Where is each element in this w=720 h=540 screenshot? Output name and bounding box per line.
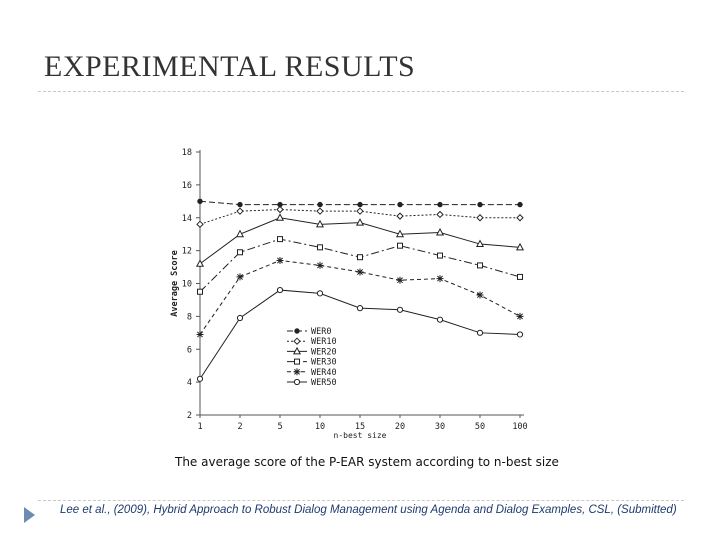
data-point-wer20 xyxy=(195,259,205,267)
x-tick-label: 15 xyxy=(355,422,365,432)
slide-title: EXPERIMENTAL RESULTS xyxy=(44,50,416,83)
y-tick-label: 2 xyxy=(187,411,192,421)
legend-marker-wer0 xyxy=(294,328,300,334)
data-point-wer30 xyxy=(197,288,203,295)
y-tick-label: 4 xyxy=(187,378,192,388)
legend-marker-wer30 xyxy=(294,358,300,365)
data-point-wer0 xyxy=(517,201,523,208)
data-point-wer10 xyxy=(316,207,324,215)
data-point-wer40 xyxy=(436,275,444,283)
y-tick-label: 8 xyxy=(187,312,192,322)
data-point-wer50 xyxy=(196,375,204,382)
data-point-wer30 xyxy=(317,244,323,251)
data-point-wer50 xyxy=(276,286,284,294)
x-axis-label: n-best size xyxy=(334,431,387,440)
data-point-wer20 xyxy=(275,213,285,221)
legend-label-wer0: WER0 xyxy=(311,327,331,337)
title-divider xyxy=(38,91,684,92)
data-point-wer30 xyxy=(237,249,243,256)
data-point-wer40 xyxy=(236,273,244,281)
y-tick-label: 12 xyxy=(182,247,192,257)
data-point-wer50 xyxy=(396,306,404,313)
data-point-wer10 xyxy=(356,207,364,215)
data-point-wer30 xyxy=(357,254,363,261)
data-point-wer40 xyxy=(316,261,324,269)
x-tick-label: 1 xyxy=(197,422,202,432)
data-point-wer10 xyxy=(476,214,484,222)
data-point-wer0 xyxy=(437,201,443,208)
data-point-wer30 xyxy=(477,262,483,269)
data-point-wer40 xyxy=(476,291,484,299)
legend-label-wer10: WER10 xyxy=(311,337,337,347)
data-point-wer10 xyxy=(436,210,444,219)
series-line-wer40 xyxy=(199,259,521,335)
x-tick-label: 20 xyxy=(395,422,405,432)
y-tick-label: 18 xyxy=(182,148,192,158)
x-tick-label: 10 xyxy=(315,422,325,432)
data-point-wer40 xyxy=(356,268,364,276)
data-point-wer40 xyxy=(396,276,404,284)
data-point-wer30 xyxy=(277,236,283,243)
data-point-wer50 xyxy=(476,329,484,336)
data-point-wer10 xyxy=(236,207,244,215)
citation-text: Lee et al., (2009), Hybrid Approach to R… xyxy=(60,504,677,516)
series-line-wer30 xyxy=(199,238,521,293)
data-point-wer20 xyxy=(475,239,485,248)
series-line-wer10 xyxy=(199,209,520,225)
legend-marker-wer40 xyxy=(293,368,301,376)
data-point-wer50 xyxy=(236,314,244,322)
data-point-wer50 xyxy=(516,331,524,338)
arrow-bullet-icon xyxy=(24,507,35,523)
data-point-wer40 xyxy=(196,330,204,338)
legend-marker-wer50 xyxy=(293,378,301,386)
legend-label-wer50: WER50 xyxy=(311,378,337,388)
legend-marker-wer20 xyxy=(292,346,302,355)
legend-box xyxy=(284,323,366,391)
data-point-wer0 xyxy=(237,201,243,208)
series-line-wer0 xyxy=(199,200,520,206)
legend-marker-wer10 xyxy=(293,337,301,345)
x-tick-label: 30 xyxy=(435,422,445,432)
data-point-wer30 xyxy=(517,273,523,280)
data-point-wer40 xyxy=(516,312,524,320)
x-tick-label: 50 xyxy=(475,422,485,432)
data-point-wer20 xyxy=(515,242,525,251)
y-tick-label: 16 xyxy=(182,181,192,191)
x-tick-label: 100 xyxy=(512,422,527,432)
data-point-wer20 xyxy=(395,229,405,238)
data-point-wer0 xyxy=(357,201,363,208)
data-point-wer20 xyxy=(235,229,245,238)
data-point-wer30 xyxy=(397,242,403,249)
footer-divider xyxy=(38,500,684,501)
data-point-wer20 xyxy=(435,227,445,236)
data-point-wer0 xyxy=(317,201,323,208)
data-point-wer10 xyxy=(196,220,204,229)
data-point-wer0 xyxy=(397,201,403,208)
x-tick-label: 2 xyxy=(237,422,242,432)
data-point-wer0 xyxy=(197,198,203,205)
y-tick-label: 14 xyxy=(182,214,192,224)
y-axis-label: Average Score xyxy=(170,250,180,317)
data-point-wer10 xyxy=(276,205,284,214)
y-tick-label: 10 xyxy=(182,280,192,290)
legend-label-wer30: WER30 xyxy=(311,358,337,368)
data-point-wer10 xyxy=(516,214,524,222)
x-tick-label: 5 xyxy=(277,422,282,432)
y-tick-label: 6 xyxy=(187,345,192,355)
data-point-wer0 xyxy=(477,201,483,208)
data-point-wer50 xyxy=(356,305,364,312)
data-point-wer40 xyxy=(276,256,284,264)
data-point-wer20 xyxy=(355,218,365,226)
data-point-wer30 xyxy=(437,252,443,259)
data-point-wer20 xyxy=(315,219,325,228)
data-point-wer50 xyxy=(316,290,324,297)
legend-label-wer20: WER20 xyxy=(311,347,337,357)
legend-label-wer40: WER40 xyxy=(311,368,337,378)
data-point-wer50 xyxy=(436,316,444,323)
data-point-wer10 xyxy=(396,212,404,220)
chart-caption: The average score of the P-EAR system ac… xyxy=(175,455,559,469)
